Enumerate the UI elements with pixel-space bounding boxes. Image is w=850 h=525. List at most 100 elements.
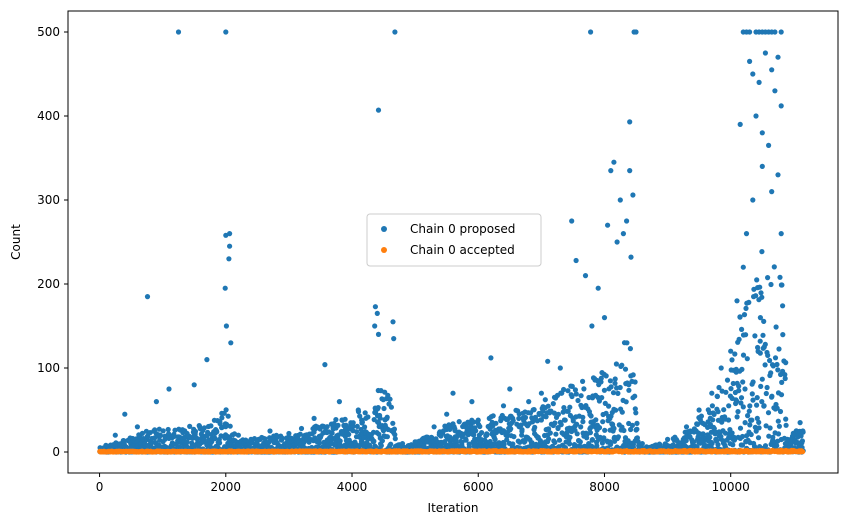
y-tick-label: 300 <box>37 193 60 207</box>
proposed-point <box>532 424 538 430</box>
proposed-point <box>776 423 783 429</box>
proposed-point <box>297 431 303 437</box>
proposed-point <box>611 159 617 165</box>
legend-label-proposed: Chain 0 proposed <box>410 222 515 236</box>
proposed-point <box>399 441 406 447</box>
y-tick-label: 100 <box>37 361 60 375</box>
proposed-point <box>526 399 532 405</box>
proposed-point <box>596 425 603 431</box>
proposed-point <box>627 346 634 352</box>
proposed-point <box>298 425 305 432</box>
proposed-point <box>750 379 756 385</box>
proposed-point <box>359 419 365 425</box>
proposed-point <box>471 432 477 438</box>
proposed-point <box>496 440 502 446</box>
proposed-point <box>510 418 516 424</box>
proposed-point <box>754 277 760 283</box>
proposed-point <box>392 29 398 35</box>
proposed-point <box>723 389 729 395</box>
proposed-point <box>545 358 551 364</box>
proposed-point <box>738 400 744 406</box>
proposed-point <box>626 382 632 388</box>
proposed-point <box>459 439 465 445</box>
proposed-point <box>617 197 623 203</box>
proposed-point <box>632 379 638 385</box>
proposed-point <box>450 390 456 396</box>
proposed-point <box>760 332 766 338</box>
proposed-point <box>219 415 225 421</box>
proposed-point <box>122 411 128 417</box>
proposed-point <box>217 440 223 446</box>
proposed-point <box>612 380 618 386</box>
proposed-point <box>581 386 587 392</box>
proposed-point <box>375 405 381 411</box>
proposed-point <box>750 397 756 403</box>
proposed-point <box>767 425 773 431</box>
proposed-point <box>477 423 483 430</box>
proposed-point <box>187 423 193 429</box>
proposed-point <box>577 439 583 445</box>
proposed-point <box>743 231 750 237</box>
proposed-point <box>737 121 743 127</box>
proposed-point <box>639 441 645 447</box>
proposed-point <box>384 434 390 440</box>
proposed-point <box>560 409 566 415</box>
proposed-point <box>757 315 764 321</box>
y-tick-label: 200 <box>37 277 60 291</box>
proposed-point <box>575 397 581 404</box>
proposed-point <box>633 410 639 416</box>
proposed-point <box>746 408 752 414</box>
proposed-point <box>248 436 254 442</box>
proposed-point <box>772 355 779 361</box>
proposed-point <box>622 366 629 372</box>
proposed-point <box>580 378 586 384</box>
proposed-point <box>742 420 748 426</box>
proposed-point <box>223 323 229 329</box>
proposed-point <box>709 403 716 409</box>
y-tick-label: 500 <box>37 25 60 39</box>
proposed-point <box>362 424 368 430</box>
proposed-point <box>630 372 636 378</box>
proposed-point <box>610 390 617 396</box>
proposed-point <box>322 362 328 368</box>
proposed-point <box>613 407 619 413</box>
x-tick-label: 6000 <box>463 480 494 494</box>
proposed-point <box>709 390 715 396</box>
proposed-point <box>574 431 580 437</box>
proposed-point <box>758 290 764 296</box>
proposed-point <box>392 436 398 442</box>
proposed-point <box>372 323 378 329</box>
proposed-point <box>619 409 625 415</box>
proposed-point <box>222 285 228 291</box>
proposed-point <box>635 439 641 445</box>
proposed-point <box>589 323 595 329</box>
proposed-point <box>707 434 713 440</box>
proposed-point <box>736 336 742 342</box>
proposed-point <box>743 332 749 338</box>
proposed-point <box>749 417 755 423</box>
proposed-point <box>355 407 361 413</box>
proposed-point <box>372 304 378 310</box>
proposed-point <box>736 388 742 394</box>
proposed-point <box>783 360 789 366</box>
proposed-point <box>603 373 609 379</box>
proposed-point <box>735 409 741 415</box>
proposed-point <box>572 387 579 393</box>
proposed-point <box>724 377 731 383</box>
proposed-point <box>235 432 241 438</box>
proposed-point <box>711 411 717 417</box>
proposed-point <box>361 435 367 441</box>
proposed-point <box>772 88 778 94</box>
proposed-point <box>208 423 214 429</box>
proposed-point <box>769 189 775 195</box>
proposed-point <box>223 29 229 35</box>
proposed-point <box>718 365 724 371</box>
proposed-point <box>756 419 762 425</box>
proposed-point <box>378 443 384 449</box>
proposed-point <box>769 393 775 399</box>
proposed-point <box>726 403 732 409</box>
proposed-point <box>547 430 553 436</box>
proposed-point <box>286 430 292 437</box>
proposed-point <box>191 382 197 388</box>
proposed-point <box>778 231 784 237</box>
